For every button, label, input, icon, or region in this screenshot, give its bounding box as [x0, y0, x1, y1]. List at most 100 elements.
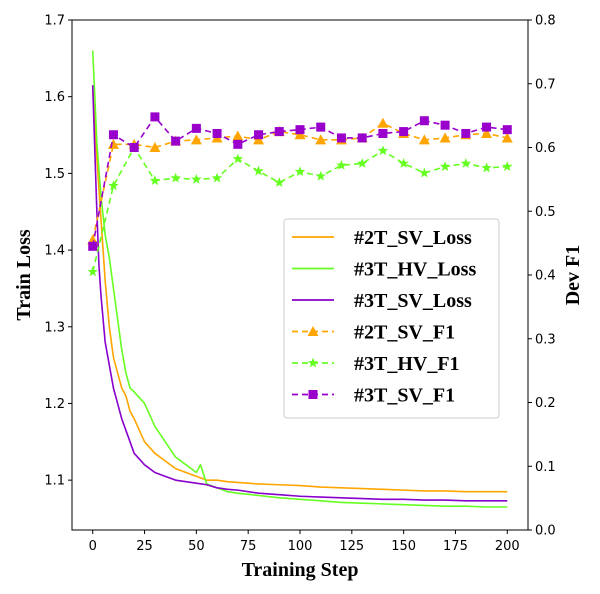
series-5-point-11: [316, 122, 326, 132]
series-3-point-10: [294, 129, 306, 140]
series-5-point-12: [336, 133, 346, 143]
series-5-point-0: [88, 241, 98, 251]
series-4-point-1: [108, 180, 119, 191]
right-y-tick-label-2: 0.2: [535, 396, 556, 411]
legend-label-2: #3T_SV_Loss: [354, 290, 472, 312]
x-tick-label-6: 150: [391, 539, 416, 554]
series-5-point-18: [461, 128, 471, 138]
series-4-point-3: [149, 175, 161, 186]
series-1: [91, 50, 508, 508]
series-5: [88, 112, 512, 251]
legend-marker-3: [307, 326, 319, 336]
series-layer: [87, 50, 513, 508]
series-3-point-16: [418, 134, 430, 145]
series-3-point-20: [501, 132, 513, 143]
series-4-point-4: [170, 172, 181, 183]
x-tick-label-2: 50: [188, 539, 205, 554]
series-3-point-19: [481, 127, 493, 138]
right-y-tick-label-3: 0.3: [535, 332, 556, 347]
series-5-point-6: [212, 128, 222, 138]
legend-label-5: #3T_SV_F1: [354, 385, 455, 407]
right-y-tick-label-7: 0.7: [535, 77, 556, 92]
right-y-tick-label-4: 0.4: [535, 269, 556, 284]
legend-entry-0: #2T_SV_Loss: [292, 227, 472, 249]
series-4-point-9: [274, 177, 285, 188]
series-2: [91, 85, 508, 502]
series-4: [87, 142, 513, 277]
series-4-point-8: [253, 165, 264, 176]
left-y-tick-label-2: 1.3: [44, 320, 65, 335]
x-tick-label-3: 75: [240, 539, 257, 554]
left-y-tick-label-5: 1.6: [44, 90, 65, 105]
series-3-point-8: [253, 134, 265, 145]
series-5-point-16: [419, 116, 429, 126]
series-5-point-10: [295, 125, 305, 135]
series-5-point-17: [440, 120, 450, 130]
left-y-tick-label-4: 1.5: [44, 167, 65, 182]
series-3-point-7: [232, 130, 244, 141]
legend-marker-5: [308, 390, 318, 399]
series-4-point-5: [191, 173, 202, 184]
series-line-0: [91, 88, 508, 493]
legend-label-3: #2T_SV_F1: [354, 322, 455, 344]
left-y-tick-label-3: 1.4: [44, 244, 65, 259]
series-4-point-17: [439, 161, 451, 172]
series-5-point-4: [171, 136, 181, 146]
legend-entry-5: #3T_SV_F1: [292, 385, 455, 407]
right-y-tick-label-5: 0.5: [535, 205, 556, 220]
right-y-tick-label-8: 0.8: [535, 14, 556, 29]
series-line-2: [91, 85, 508, 502]
x-tick-label-0: 0: [89, 539, 97, 554]
x-tick-label-5: 125: [339, 539, 364, 554]
series-3-point-14: [377, 117, 389, 128]
series-4-point-18: [460, 157, 472, 168]
series-5-point-1: [108, 130, 118, 140]
series-4-point-19: [481, 162, 492, 173]
series-5-point-13: [357, 133, 367, 143]
series-line-1: [91, 50, 508, 508]
legend-entry-3: #2T_SV_F1: [292, 322, 455, 344]
series-4-point-12: [336, 159, 347, 170]
x-tick-label-1: 25: [136, 539, 153, 554]
x-tick-label-8: 200: [495, 539, 520, 554]
series-line-3: [91, 122, 508, 241]
series-4-point-20: [502, 161, 513, 172]
series-4-point-15: [398, 157, 409, 168]
series-3-point-3: [149, 142, 161, 152]
series-3-point-5: [190, 134, 202, 145]
left-y-tick-label-6: 1.7: [44, 14, 65, 29]
series-3-point-11: [315, 134, 327, 145]
series-5-point-20: [502, 125, 512, 135]
series-5-point-5: [191, 123, 201, 133]
series-5-point-3: [150, 112, 160, 122]
right-y-axis-title: Dev F1: [562, 245, 584, 306]
series-4-point-11: [315, 170, 326, 181]
series-5-point-9: [274, 127, 284, 137]
series-4-point-16: [419, 167, 430, 178]
legend-label-4: #3T_HV_F1: [354, 353, 460, 375]
x-tick-label-4: 100: [288, 539, 313, 554]
series-5-point-14: [378, 128, 388, 138]
legend: #2T_SV_Loss #3T_HV_Loss #3T_SV_Loss #2T_SV_…: [283, 218, 500, 419]
series-3-point-17: [439, 132, 451, 143]
series-5-point-2: [129, 143, 139, 152]
left-y-axis-title: Train Loss: [13, 229, 35, 321]
series-4-point-0: [87, 266, 98, 277]
series-0: [91, 88, 508, 493]
right-y-tick-label-6: 0.6: [535, 141, 556, 156]
series-5-point-7: [233, 139, 243, 149]
left-y-tick-label-1: 1.2: [44, 397, 65, 412]
legend-label-1: #3T_HV_Loss: [354, 259, 476, 281]
axes-layer: 0 25 50 75 100 125 150 175 200 1.1 1.2 1.3 1.4 1.5 1.6…: [44, 14, 555, 555]
series-4-point-14: [377, 145, 389, 156]
right-y-tick-label-1: 0.1: [535, 460, 556, 475]
series-4-point-10: [294, 166, 306, 177]
series-5-point-15: [399, 127, 409, 137]
series-4-point-7: [232, 153, 244, 164]
x-axis-title: Training Step: [242, 559, 359, 581]
series-5-point-19: [482, 122, 492, 132]
series-5-point-8: [254, 130, 264, 140]
legend-label-0: #2T_SV_Loss: [354, 227, 472, 249]
left-y-tick-label-0: 1.1: [44, 474, 65, 489]
